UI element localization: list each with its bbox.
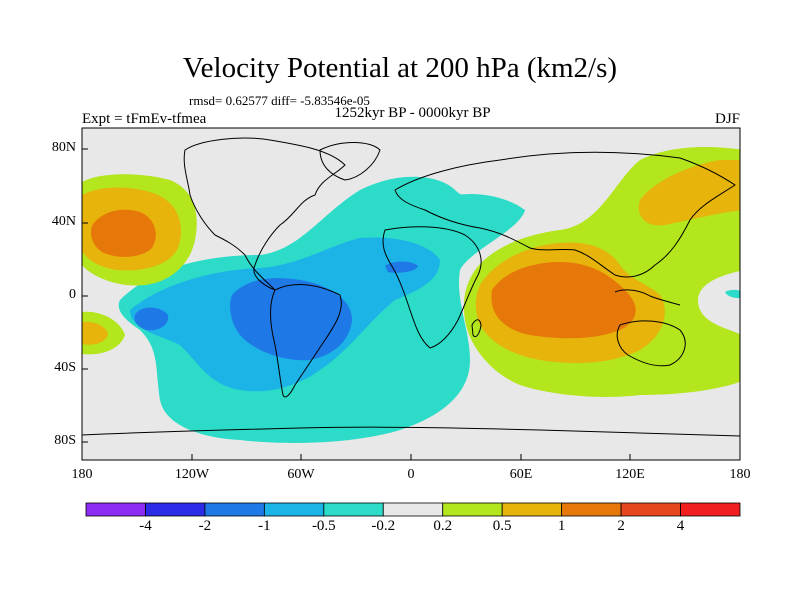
legend-label: -4 xyxy=(139,518,152,534)
x-tick-label: 120E xyxy=(615,467,645,482)
region-neg-1-africa xyxy=(385,261,418,273)
legend-swatch xyxy=(204,502,265,517)
x-tick-label: 180 xyxy=(71,467,93,482)
x-tick-label: 60W xyxy=(287,467,315,482)
legend-label: 2 xyxy=(617,518,625,534)
legend-label: 1 xyxy=(557,518,566,534)
experiment-label: Expt = tFmEv-tfmea xyxy=(82,111,207,127)
y-tick-label: 80N xyxy=(51,140,76,155)
x-tick-label: 120W xyxy=(174,467,210,482)
legend-swatch xyxy=(561,502,622,517)
legend-label: 0.2 xyxy=(433,518,453,534)
region-pos-1 xyxy=(491,262,636,339)
y-tick-label: 40N xyxy=(51,214,76,229)
legend-swatch xyxy=(382,502,444,517)
legend-label: -1 xyxy=(258,518,271,534)
coast-north-america xyxy=(183,137,346,291)
chart-title: Velocity Potential at 200 hPa (km2/s) xyxy=(182,52,618,84)
map-field xyxy=(82,128,740,460)
season-label: DJF xyxy=(714,111,740,127)
legend-swatch xyxy=(442,502,503,517)
coast-south-america xyxy=(270,284,342,398)
y-tick-label: 0 xyxy=(69,287,76,302)
coast-australia xyxy=(616,320,686,367)
legend-swatch xyxy=(263,502,325,517)
axis-ticks xyxy=(81,148,741,460)
region-neg-02-atlantic-north xyxy=(440,194,525,226)
coast-eurasia xyxy=(394,151,736,278)
period-label: 1252kyr BP - 0000kyr BP xyxy=(334,105,491,121)
x-tick-label: 0 xyxy=(407,467,415,482)
region-neg-1-west xyxy=(134,307,169,331)
legend-label: -0.5 xyxy=(311,518,336,534)
legend-label: -2 xyxy=(198,518,212,534)
y-tick-label: 80S xyxy=(54,433,76,448)
coast-madagascar xyxy=(471,319,482,338)
legend-swatch xyxy=(323,502,384,517)
region-pos-05-asia xyxy=(638,160,740,226)
region-neg-1 xyxy=(230,278,352,361)
coastlines xyxy=(82,137,740,437)
legend-label: 0.5 xyxy=(492,518,512,534)
legend-label: -0.2 xyxy=(371,518,396,534)
legend-swatch xyxy=(85,502,146,517)
legend-swatch xyxy=(145,502,206,517)
y-tick-label: 40S xyxy=(54,360,76,375)
legend-swatch xyxy=(501,502,563,517)
region-pos-1-west xyxy=(91,209,156,257)
legend-swatch xyxy=(680,502,741,517)
coast-antarctica xyxy=(82,426,740,437)
legend-label: 4 xyxy=(676,518,685,534)
x-tick-label: 180 xyxy=(729,467,751,482)
legend-swatch xyxy=(620,502,681,517)
region-neg-02-pacific-east xyxy=(725,289,740,299)
coast-maritime-continent xyxy=(614,289,681,306)
coast-greenland xyxy=(319,142,381,181)
coast-africa xyxy=(382,226,482,349)
region-pos-05-southwest xyxy=(82,321,108,345)
stats-text: rmsd= 0.62577 diff= -5.83546e-05 xyxy=(189,93,370,108)
x-tick-label: 60E xyxy=(509,467,533,482)
